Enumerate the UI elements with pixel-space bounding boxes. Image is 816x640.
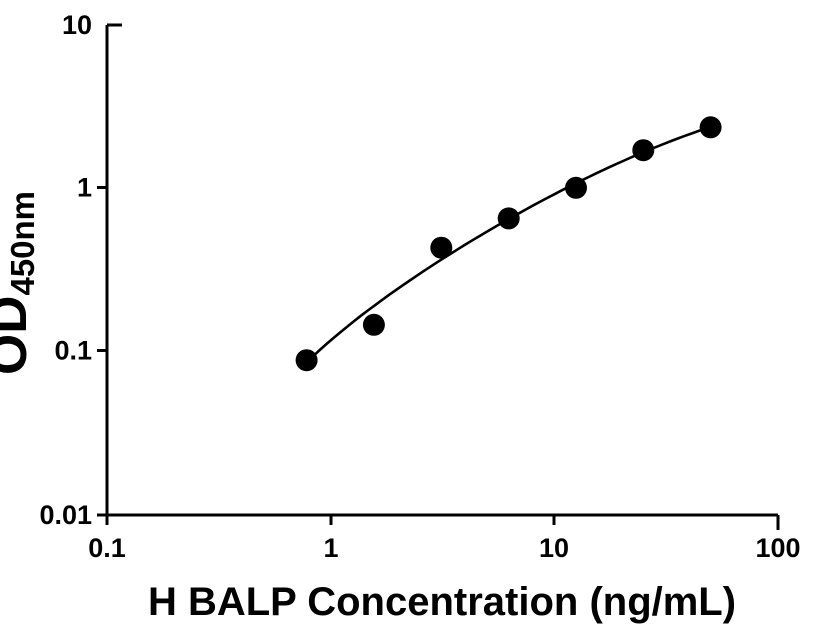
svg-text:0.01: 0.01 <box>39 500 92 530</box>
svg-text:10: 10 <box>62 10 92 40</box>
svg-text:1: 1 <box>77 173 92 203</box>
svg-text:0.1: 0.1 <box>88 533 126 563</box>
svg-text:H BALP Concentration (ng/mL): H BALP Concentration (ng/mL) <box>148 580 736 624</box>
svg-text:10: 10 <box>539 533 569 563</box>
svg-text:0.1: 0.1 <box>54 336 92 366</box>
svg-text:1: 1 <box>323 533 338 563</box>
svg-text:OD450nm: OD450nm <box>0 191 41 375</box>
svg-text:100: 100 <box>755 533 800 563</box>
